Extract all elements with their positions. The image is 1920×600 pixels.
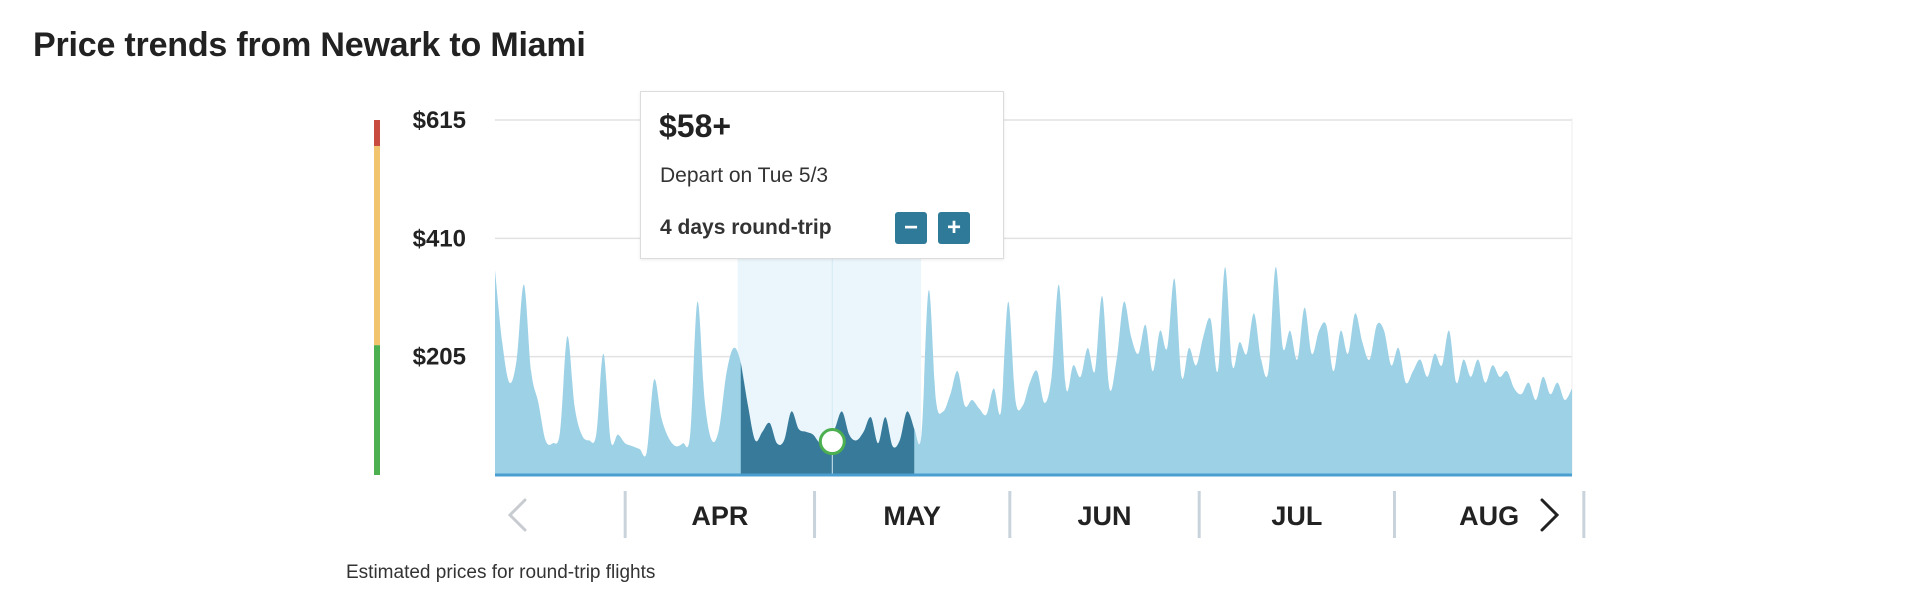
y-tick-label: $205 xyxy=(413,344,466,371)
page-title: Price trends from Newark to Miami xyxy=(33,26,586,64)
chevron-right-icon[interactable] xyxy=(1540,498,1560,532)
month-label-aug[interactable]: AUG xyxy=(1459,501,1519,531)
color-scale-band xyxy=(374,120,380,146)
color-scale-band xyxy=(374,345,380,475)
y-tick-label: $410 xyxy=(413,225,466,252)
price-color-scale xyxy=(374,120,380,475)
selected-day-marker[interactable] xyxy=(818,428,846,456)
month-label-jul[interactable]: JUL xyxy=(1271,501,1322,531)
month-label-may[interactable]: MAY xyxy=(883,501,941,531)
chevron-left-icon[interactable] xyxy=(507,498,527,532)
tooltip-depart-date: Depart on Tue 5/3 xyxy=(660,164,829,187)
month-axis: APR MAY JUN JUL AUG xyxy=(507,491,1586,538)
price-series-area[interactable] xyxy=(495,267,1572,475)
increase-trip-length-button[interactable]: + xyxy=(938,212,970,244)
tooltip-trip-length: 4 days round-trip xyxy=(660,216,832,239)
y-axis-labels: $615 $410 $205 xyxy=(413,107,466,371)
selected-range-area[interactable] xyxy=(740,362,915,475)
month-label-apr[interactable]: APR xyxy=(691,501,748,531)
month-label-jun[interactable]: JUN xyxy=(1078,501,1132,531)
y-tick-label: $615 xyxy=(413,107,466,134)
tooltip-price: $58+ xyxy=(659,108,732,144)
price-tooltip: $58+ Depart on Tue 5/3 4 days round-trip… xyxy=(640,91,1004,259)
decrease-trip-length-button[interactable]: − xyxy=(895,212,927,244)
color-scale-band xyxy=(374,145,380,346)
chart-footnote: Estimated prices for round-trip flights xyxy=(346,562,656,583)
